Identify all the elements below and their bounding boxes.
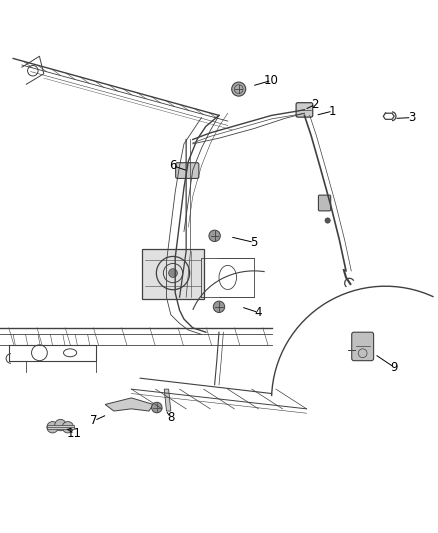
Polygon shape bbox=[47, 425, 74, 430]
Polygon shape bbox=[164, 389, 171, 411]
Circle shape bbox=[55, 419, 66, 431]
Text: 8: 8 bbox=[167, 411, 174, 424]
Text: 7: 7 bbox=[90, 414, 98, 427]
Circle shape bbox=[213, 301, 225, 312]
FancyBboxPatch shape bbox=[352, 332, 374, 361]
Polygon shape bbox=[105, 398, 153, 411]
Text: 1: 1 bbox=[329, 104, 337, 117]
Circle shape bbox=[209, 230, 220, 241]
Text: 10: 10 bbox=[264, 74, 279, 87]
Text: 11: 11 bbox=[67, 427, 82, 440]
Circle shape bbox=[169, 269, 177, 278]
Circle shape bbox=[325, 218, 330, 223]
Text: 2: 2 bbox=[311, 98, 319, 111]
Circle shape bbox=[232, 82, 246, 96]
Text: 5: 5 bbox=[251, 236, 258, 249]
Text: 6: 6 bbox=[169, 159, 177, 172]
FancyBboxPatch shape bbox=[296, 103, 313, 117]
Text: 3: 3 bbox=[408, 111, 415, 124]
Text: 4: 4 bbox=[254, 306, 262, 319]
Circle shape bbox=[62, 422, 74, 433]
FancyBboxPatch shape bbox=[318, 195, 331, 211]
Text: 9: 9 bbox=[390, 361, 398, 374]
Circle shape bbox=[47, 422, 58, 433]
Circle shape bbox=[152, 402, 162, 413]
FancyBboxPatch shape bbox=[176, 163, 199, 179]
FancyBboxPatch shape bbox=[142, 249, 204, 300]
